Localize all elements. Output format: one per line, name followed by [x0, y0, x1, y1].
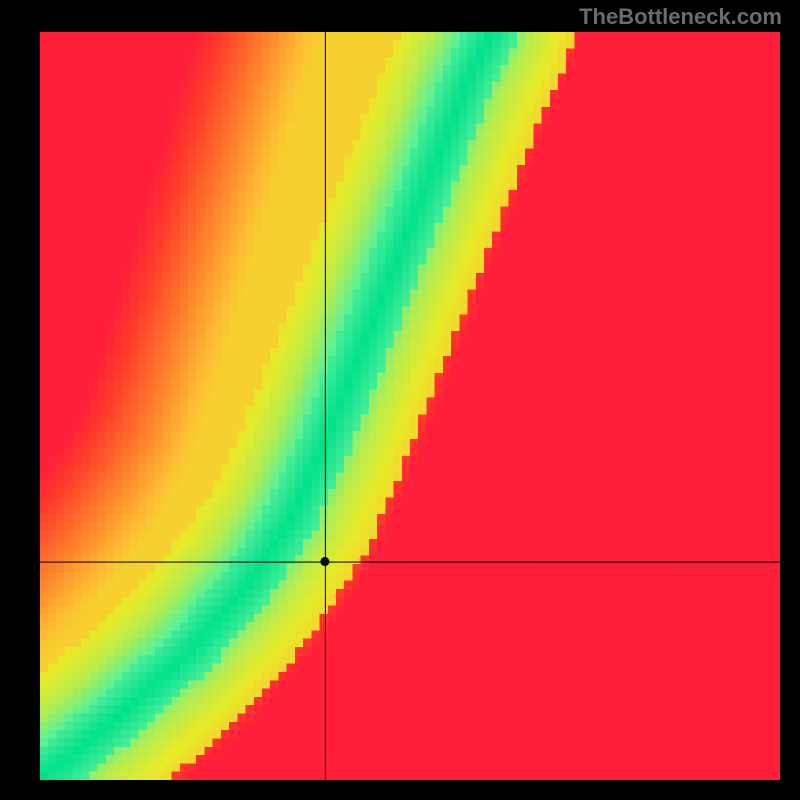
- chart-container: TheBottleneck.com: [0, 0, 800, 800]
- heatmap-canvas: [40, 32, 780, 780]
- watermark-text: TheBottleneck.com: [579, 4, 782, 30]
